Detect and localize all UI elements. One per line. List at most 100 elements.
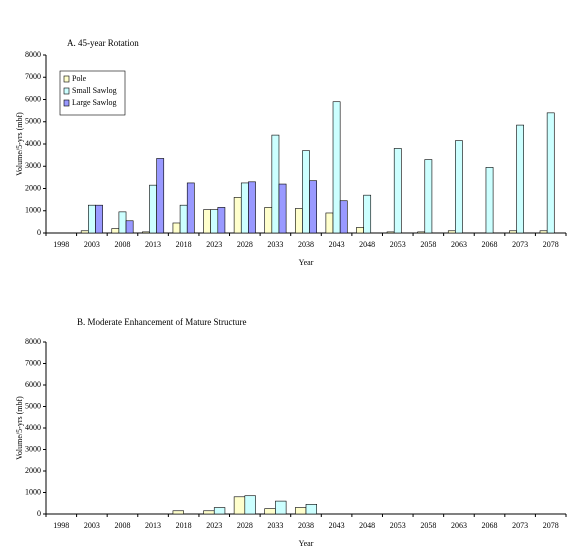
x-tick-label: 2058 — [420, 521, 436, 530]
x-tick-label: 2043 — [329, 521, 345, 530]
y-tick-label: 8000 — [25, 337, 41, 346]
bar — [142, 231, 150, 234]
y-tick-label: 0 — [37, 509, 41, 518]
x-axis-label: Year — [299, 258, 314, 267]
bar — [516, 124, 524, 234]
x-tick-label: 1998 — [53, 521, 69, 530]
bar — [172, 510, 184, 515]
bar — [80, 230, 89, 234]
bar — [386, 231, 395, 234]
legend-swatch — [63, 99, 70, 107]
x-tick-label: 2068 — [482, 240, 498, 249]
y-axis-label: Volume/5-yrs (mbf) — [15, 112, 24, 176]
x-axis-label: Year — [299, 539, 314, 548]
y-axis-label: Volume/5-yrs (mbf) — [15, 396, 24, 460]
bar — [455, 140, 463, 234]
bar — [305, 504, 318, 515]
bar — [203, 510, 215, 515]
bar — [156, 158, 165, 234]
bar — [325, 212, 334, 234]
bar — [264, 508, 276, 515]
x-tick-label: 2078 — [543, 521, 559, 530]
x-tick-label: 2053 — [390, 240, 406, 249]
bar — [424, 159, 433, 234]
bar — [509, 230, 517, 234]
y-tick-label: 3000 — [25, 444, 41, 453]
x-tick-label: 1998 — [53, 240, 69, 249]
x-tick-label: 2023 — [206, 521, 222, 530]
bar — [485, 167, 494, 234]
bar — [447, 230, 456, 234]
y-tick-label: 6000 — [25, 380, 41, 389]
x-tick-label: 2073 — [512, 240, 528, 249]
bar — [203, 209, 211, 234]
bar — [244, 495, 256, 515]
bar — [546, 112, 555, 234]
x-tick-label: 2028 — [237, 521, 253, 530]
x-tick-label: 2048 — [359, 521, 375, 530]
x-tick-label: 2048 — [359, 240, 375, 249]
y-tick-label: 4000 — [25, 139, 41, 148]
x-tick-label: 2063 — [451, 521, 467, 530]
legend-swatch — [63, 75, 70, 83]
x-tick-label: 2028 — [237, 240, 253, 249]
bar — [339, 200, 348, 234]
x-tick-label: 2038 — [298, 240, 314, 249]
bar — [417, 231, 426, 234]
bar — [539, 230, 548, 234]
y-tick-label: 7000 — [25, 358, 41, 367]
x-tick-label: 2008 — [114, 240, 130, 249]
legend-label: Large Sawlog — [72, 98, 117, 107]
bar — [217, 207, 226, 234]
bar — [393, 148, 402, 234]
y-tick-label: 5000 — [25, 117, 41, 126]
y-tick-label: 0 — [37, 228, 41, 237]
bar — [233, 197, 242, 234]
bar — [210, 209, 219, 234]
y-tick-label: 6000 — [25, 94, 41, 103]
bar — [275, 500, 287, 515]
x-tick-label: 2078 — [543, 240, 559, 249]
bar — [233, 496, 246, 515]
legend-box — [59, 70, 126, 116]
y-tick-label: 5000 — [25, 401, 41, 410]
bar — [95, 204, 103, 234]
bar — [271, 134, 280, 234]
y-tick-label: 3000 — [25, 161, 41, 170]
legend-label: Small Sawlog — [72, 86, 117, 95]
x-tick-label: 2008 — [114, 521, 130, 530]
bar — [186, 182, 195, 234]
bar — [302, 150, 310, 234]
x-tick-label: 2003 — [84, 240, 100, 249]
x-tick-label: 2068 — [482, 521, 498, 530]
bar — [294, 507, 307, 515]
x-tick-label: 2033 — [267, 240, 283, 249]
bar — [149, 184, 157, 234]
x-tick-label: 2033 — [267, 521, 283, 530]
y-tick-label: 1000 — [25, 487, 41, 496]
x-tick-label: 2013 — [145, 521, 161, 530]
bar — [248, 181, 256, 234]
y-tick-label: 7000 — [25, 72, 41, 81]
bar — [111, 228, 120, 234]
bar — [172, 222, 181, 234]
x-tick-label: 2038 — [298, 521, 314, 530]
bar — [88, 204, 96, 234]
x-tick-label: 2018 — [176, 240, 192, 249]
legend-label: Pole — [72, 74, 87, 83]
bar — [363, 194, 372, 234]
bar — [332, 101, 341, 234]
chart-title: A. 45-year Rotation — [67, 38, 139, 48]
x-tick-label: 2018 — [176, 521, 192, 530]
x-tick-label: 2043 — [329, 240, 345, 249]
x-tick-label: 2073 — [512, 521, 528, 530]
x-tick-label: 2063 — [451, 240, 467, 249]
legend-swatch — [63, 87, 70, 95]
y-tick-label: 4000 — [25, 423, 41, 432]
bar — [125, 220, 134, 234]
bar — [309, 180, 318, 234]
y-tick-label: 2000 — [25, 466, 41, 475]
y-tick-label: 2000 — [25, 183, 41, 192]
